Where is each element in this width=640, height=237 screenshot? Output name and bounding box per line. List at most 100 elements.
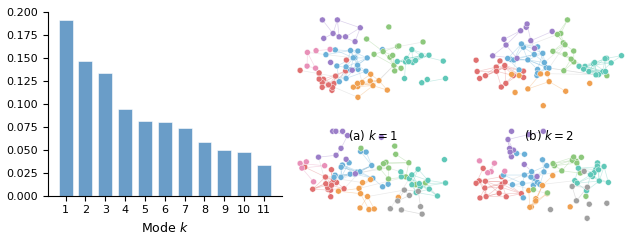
Point [506,129,516,133]
Point [538,158,548,162]
Point [499,173,509,177]
Point [616,54,627,58]
Point [515,29,525,33]
Point [326,60,336,64]
Point [574,64,584,68]
Point [323,83,333,87]
Point [328,86,338,89]
Point [388,54,398,57]
Point [410,59,420,62]
Point [528,183,538,187]
Point [538,184,548,187]
Point [529,176,540,180]
Point [532,180,543,184]
Point [491,65,501,69]
Point [350,172,360,176]
Point [518,69,529,73]
Point [488,54,498,58]
Point [314,155,324,159]
Point [406,173,417,177]
Bar [237,152,251,196]
Point [539,170,549,174]
Point [317,18,328,22]
Point [532,45,543,49]
Point [538,129,548,133]
Point [560,52,570,56]
Point [497,175,507,178]
Point [328,129,338,133]
Point [378,162,388,166]
Point [567,185,577,188]
Point [314,71,324,75]
Point [588,174,598,178]
Point [396,170,406,174]
Point [579,169,589,173]
Point [542,72,552,76]
Point [496,85,506,89]
Point [423,178,433,182]
Point [308,187,318,191]
Point [486,170,496,173]
Point [521,25,531,29]
Point [524,188,534,192]
Point [396,66,406,70]
Point [531,199,541,203]
Point [526,205,536,209]
Point [494,191,504,195]
Point [504,146,515,150]
Point [401,60,411,64]
Point [404,161,414,165]
Point [579,67,589,71]
Point [329,175,339,179]
Point [365,72,376,76]
Point [326,182,337,186]
Point [332,181,342,184]
Point [512,56,522,60]
Point [471,58,481,62]
Point [333,189,344,193]
Point [401,57,412,60]
Point [330,173,340,177]
Point [518,76,529,79]
Point [331,129,341,133]
Bar [59,20,72,196]
Point [506,155,516,159]
Point [529,46,540,50]
Point [424,187,435,191]
Point [339,187,349,191]
Point [497,182,508,186]
Point [337,129,348,133]
Point [549,164,559,168]
Point [349,56,360,60]
Point [382,88,392,92]
Point [544,80,554,83]
Point [319,36,329,40]
Point [548,49,558,53]
Point [378,50,388,54]
Point [364,208,374,211]
Point [538,51,548,55]
Point [355,150,365,153]
Point [514,68,524,72]
Point [474,159,484,163]
Point [500,169,510,173]
Point [541,164,552,168]
Point [544,66,554,70]
Point [602,56,612,60]
Point [407,183,417,187]
Point [572,160,582,163]
Point [319,164,330,168]
Bar [79,60,92,196]
Point [383,182,394,186]
Point [336,165,346,169]
Point [532,68,543,71]
Point [341,58,351,62]
Point [556,32,566,35]
Point [329,82,339,86]
Point [526,175,536,179]
Point [509,58,519,62]
Point [358,181,368,184]
Point [593,168,604,172]
Point [415,205,426,209]
Point [508,148,518,152]
